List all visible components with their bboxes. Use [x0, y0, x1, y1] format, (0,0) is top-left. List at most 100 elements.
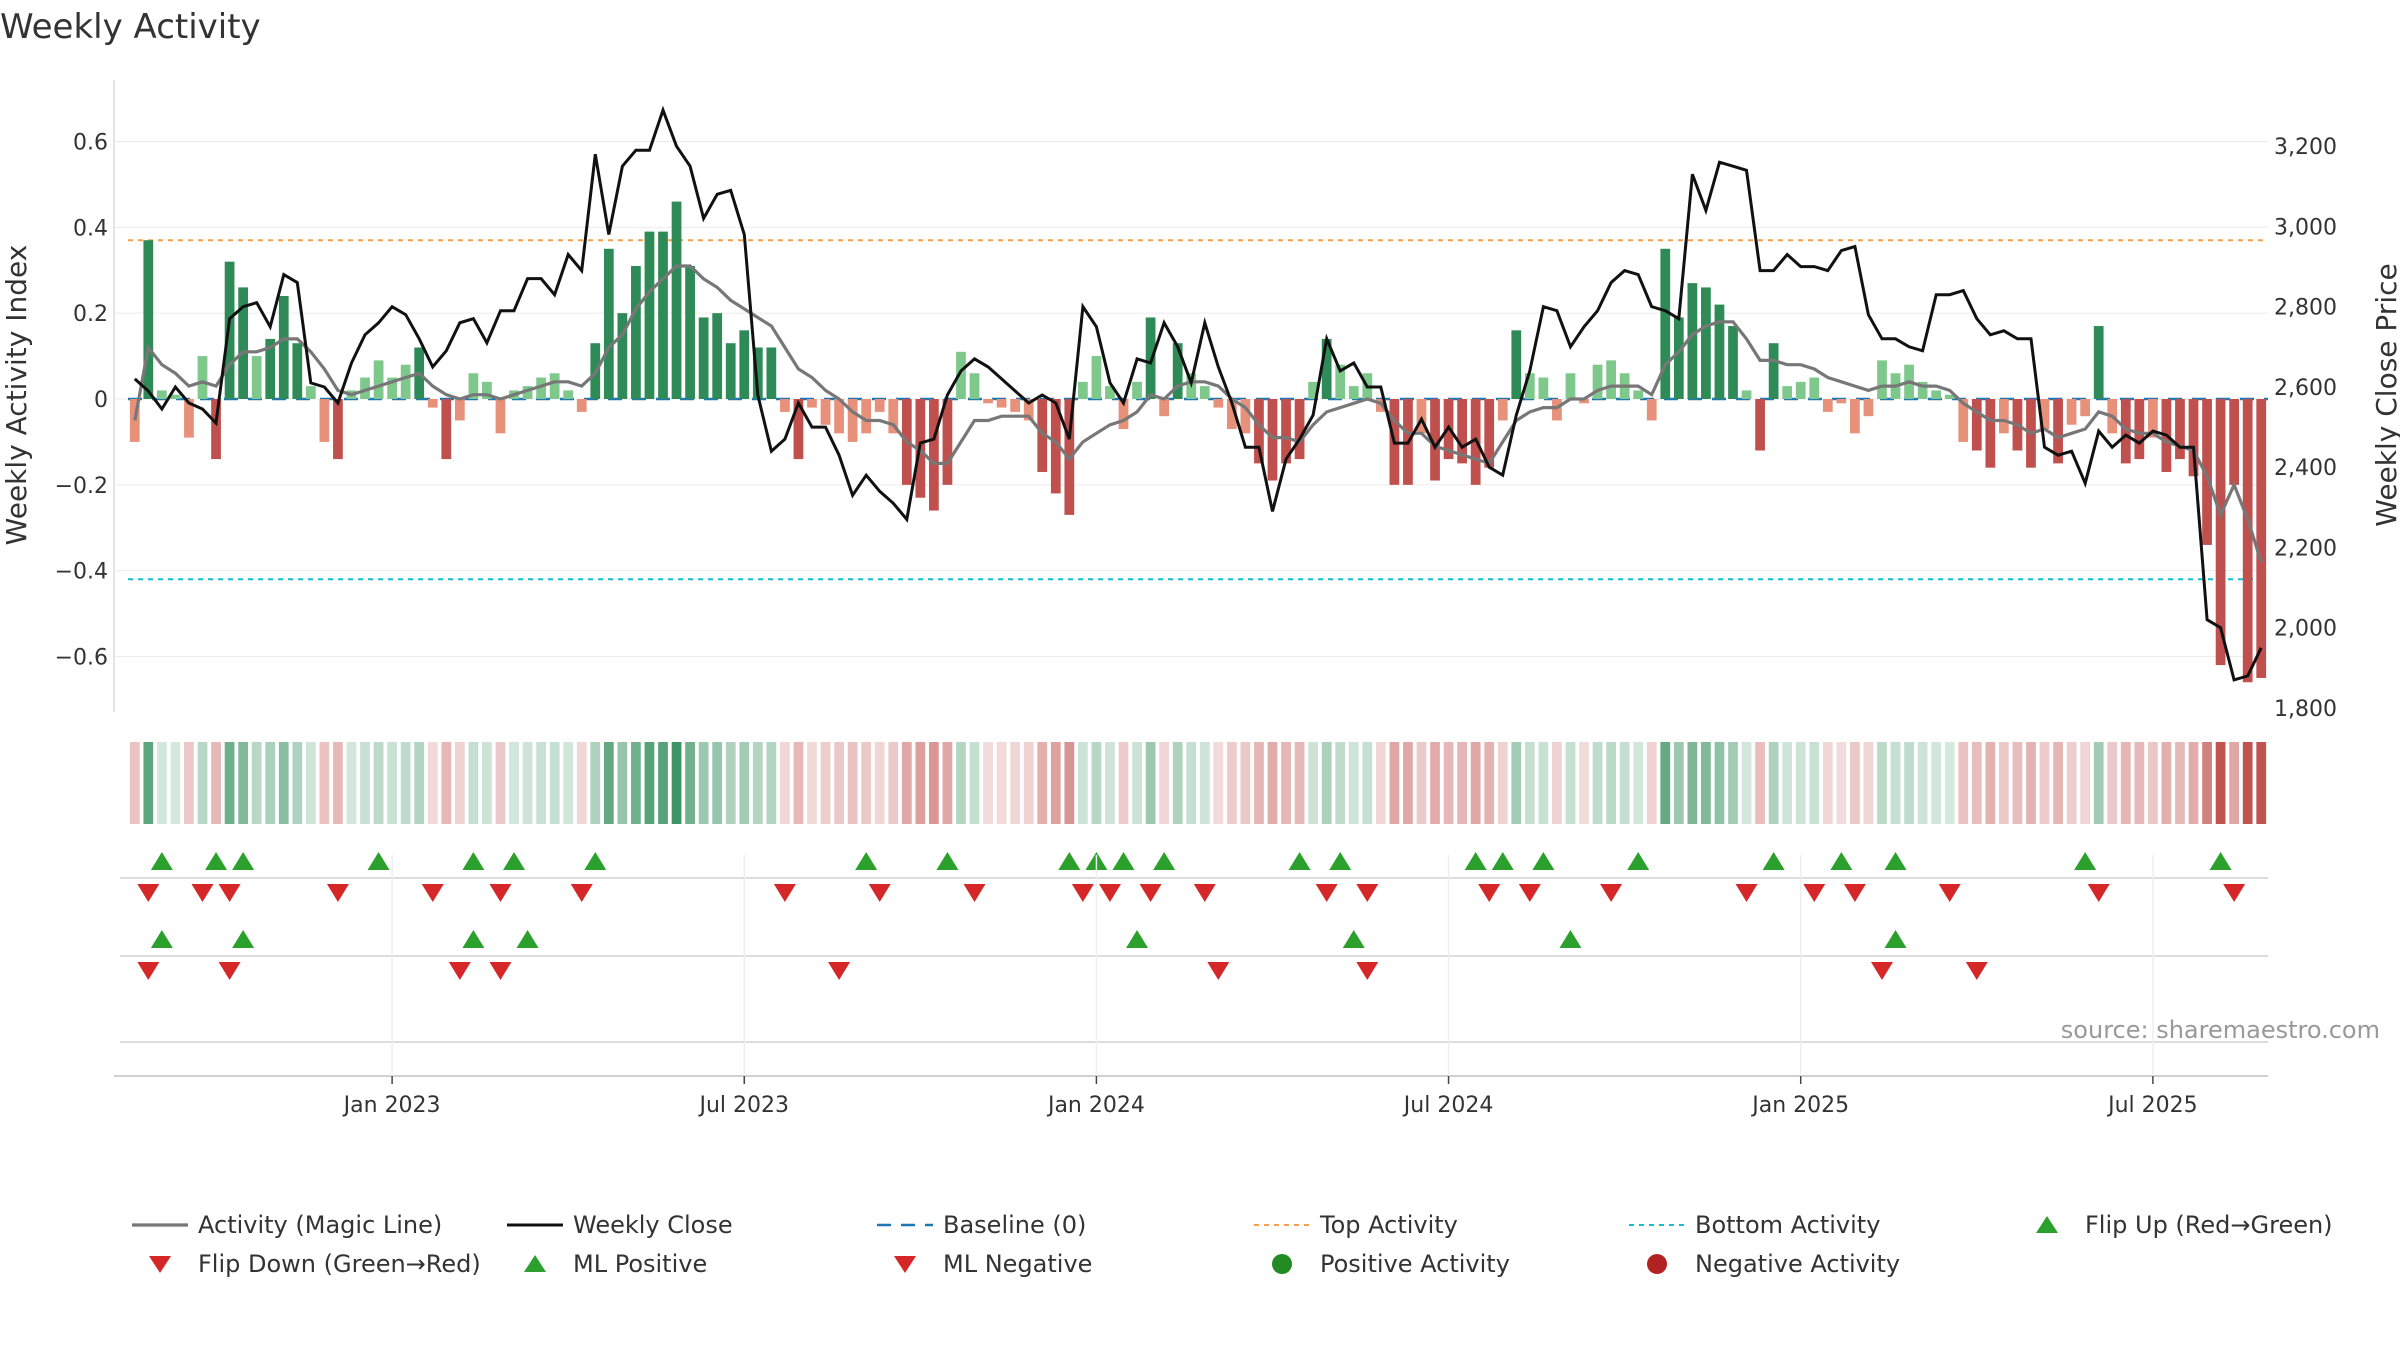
activity-bar	[1985, 399, 1996, 468]
heat-strip-cell	[2053, 742, 2063, 824]
activity-bar	[1172, 343, 1183, 399]
flip-up-marker	[1112, 852, 1135, 870]
activity-bar	[292, 343, 303, 399]
heat-strip-cell	[495, 742, 506, 824]
activity-bar	[1159, 399, 1170, 417]
activity-bar	[563, 390, 574, 399]
heat-strip-cell	[143, 742, 154, 824]
flip-up-marker	[1058, 852, 1081, 870]
activity-bar	[834, 399, 844, 434]
heat-strip-cell	[482, 742, 492, 824]
flip-up-marker	[1153, 852, 1176, 870]
activity-bar	[847, 399, 858, 442]
heat-strip-cell	[1132, 742, 1142, 824]
heat-strip-cell	[2175, 742, 2185, 824]
activity-bar	[1254, 399, 1264, 464]
activity-bar	[766, 347, 777, 399]
legend-label: Weekly Close	[573, 1211, 733, 1239]
y2-axis-label: Weekly Close Price	[2370, 263, 2400, 526]
flip-up-marker	[367, 852, 390, 870]
ml-positive-marker	[462, 930, 485, 948]
heat-strip-cell	[1985, 742, 1996, 824]
magic-line	[133, 264, 2263, 563]
flip-down-marker	[1098, 884, 1121, 902]
activity-bar	[1755, 399, 1765, 451]
activity-bar	[793, 399, 804, 460]
flip-up-marker	[205, 852, 228, 870]
heat-strip-cell	[2188, 742, 2199, 824]
ml-positive-marker	[1126, 930, 1149, 948]
activity-bar	[1728, 326, 1738, 399]
heat-strip-cell	[1836, 742, 1847, 824]
heat-strip-cell	[766, 742, 777, 824]
legend-label: Flip Down (Green→Red)	[198, 1250, 481, 1278]
heat-strip-cell	[576, 742, 587, 824]
heat-strip-cell	[1321, 742, 1332, 824]
heat-strip-cell	[454, 742, 465, 824]
activity-bar	[1741, 390, 1752, 399]
flip-down-marker	[137, 884, 160, 902]
flip-down-marker	[1315, 884, 1338, 902]
activity-bar	[1010, 399, 1021, 412]
legend-up-swatch	[524, 1255, 546, 1272]
heat-strip-cell	[644, 742, 655, 824]
heat-strip-cell	[1159, 742, 1170, 824]
activity-bar	[1132, 381, 1142, 399]
x-tick-label: Jan 2025	[1750, 1093, 1849, 1118]
heat-strip-cell	[631, 742, 641, 824]
heat-strip-cell	[739, 742, 750, 824]
heat-strip-cell	[1809, 742, 1820, 824]
activity-bar	[2134, 399, 2145, 460]
heat-strip-cell	[224, 742, 235, 824]
heat-strip-cell	[1213, 742, 1224, 824]
heat-strip-cell	[1254, 742, 1264, 824]
heat-strip-cell	[901, 742, 912, 824]
activity-bar	[2080, 399, 2091, 417]
legend-label: Baseline (0)	[943, 1211, 1086, 1239]
legend-down-swatch	[149, 1256, 171, 1273]
activity-bar	[2093, 326, 2104, 399]
heat-strip-cell	[752, 742, 763, 824]
activity-bar	[1308, 381, 1319, 399]
legend-label: Activity (Magic Line)	[198, 1211, 442, 1239]
heat-strip-cell	[2202, 742, 2212, 824]
activity-bar	[1281, 399, 1291, 464]
heat-strip-cell	[1687, 742, 1698, 824]
flip-up-marker	[1464, 852, 1487, 870]
heat-strip-cell	[725, 742, 736, 824]
ml-positive-marker	[150, 930, 173, 948]
activity-bar	[2229, 399, 2240, 485]
heat-strip-cell	[129, 742, 140, 824]
activity-bar	[1105, 386, 1115, 399]
flip-down-marker	[191, 884, 214, 902]
heat-strip-cell	[197, 742, 208, 824]
legend-neg-dot-swatch	[1647, 1254, 1667, 1274]
heat-strip-cell	[251, 742, 262, 824]
y2-tick-label: 2,800	[2274, 296, 2337, 321]
heat-strip-cell	[1850, 742, 1860, 824]
y2-tick-label: 2,200	[2274, 536, 2337, 561]
heat-strip-cell	[671, 742, 682, 824]
y2-tick-label: 2,000	[2274, 617, 2337, 642]
heat-strip-cell	[1050, 742, 1061, 824]
flip-down-marker	[1600, 884, 1623, 902]
y2-tick-label: 3,000	[2274, 215, 2337, 240]
activity-bar	[454, 399, 465, 421]
activity-bar	[2256, 399, 2267, 678]
activity-bar	[929, 399, 939, 511]
activity-bar	[482, 381, 492, 399]
activity-bar	[1430, 399, 1440, 481]
heat-strip-cell	[1524, 742, 1535, 824]
legend: Activity (Magic Line) Weekly Close Baselin…	[132, 1211, 2333, 1278]
activity-bar	[1714, 304, 1725, 399]
heat-strip-cell	[617, 742, 628, 824]
heat-strip-cell	[2026, 742, 2036, 824]
ml-positive-marker	[516, 930, 539, 948]
activity-bar	[251, 356, 262, 399]
activity-bar	[400, 364, 411, 399]
heat-strip-cell	[1348, 742, 1359, 824]
activity-bar	[2039, 399, 2050, 430]
activity-bar	[1118, 399, 1129, 430]
flip-down-marker	[868, 884, 891, 902]
activity-bar	[1077, 381, 1088, 399]
